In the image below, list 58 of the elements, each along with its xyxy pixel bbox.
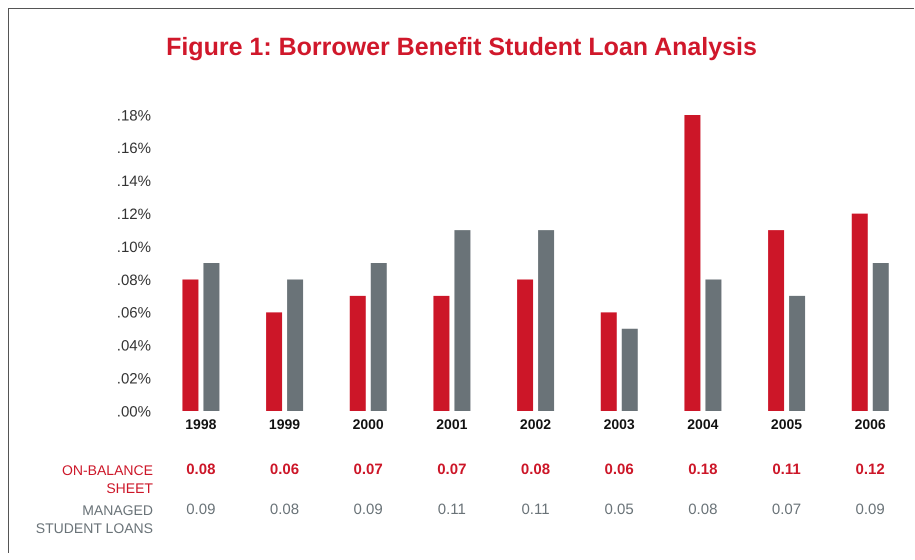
data-label: 0.11 <box>436 501 467 519</box>
y-tick-label: .06% <box>116 304 151 322</box>
bar <box>600 312 617 411</box>
data-label: 0.08 <box>268 501 300 519</box>
text: MANAGED STUDENT LOANS <box>34 501 153 537</box>
bar <box>350 296 366 411</box>
bar <box>872 263 889 411</box>
data-label: 0.08 <box>520 461 552 479</box>
x-tick-label: 2003 <box>604 416 635 432</box>
bar <box>538 230 554 411</box>
data-label: 0.06 <box>604 461 635 479</box>
bar <box>370 263 387 411</box>
bar <box>517 279 534 411</box>
x-tick-label: 2001 <box>436 416 468 432</box>
bar <box>266 312 282 411</box>
bar <box>433 296 450 411</box>
y-tick-label: .04% <box>116 338 151 355</box>
x-tick-label: 2004 <box>687 416 719 432</box>
data-label: 0.08 <box>185 461 216 479</box>
data-label: 0.05 <box>604 501 635 519</box>
bar <box>768 230 784 411</box>
x-tick-label: 2005 <box>770 416 802 432</box>
text: ON-BALANCE SHEET <box>60 461 153 497</box>
data-label: 0.08 <box>687 501 718 519</box>
data-label: 0.09 <box>352 501 384 519</box>
bar <box>705 279 722 411</box>
bar <box>182 279 198 411</box>
bar <box>852 214 868 411</box>
bar <box>622 328 638 411</box>
y-tick-label: .18% <box>116 107 151 124</box>
x-tick-label: 2006 <box>854 416 886 432</box>
data-label: 0.09 <box>854 501 886 519</box>
x-tick-label: 2000 <box>352 416 384 432</box>
data-label: 0.07 <box>436 461 468 479</box>
data-label: 0.09 <box>185 501 216 519</box>
data-label: 0.11 <box>771 461 802 479</box>
data-label: 0.06 <box>268 461 300 479</box>
data-label: 0.11 <box>520 501 551 519</box>
data-label: 0.18 <box>687 461 718 479</box>
bar <box>789 296 806 411</box>
bar <box>684 115 700 411</box>
y-tick-label: .00% <box>116 403 151 420</box>
y-tick-label: .08% <box>116 272 151 289</box>
bar <box>203 263 220 411</box>
x-tick-label: 1999 <box>268 416 300 432</box>
data-label: 0.07 <box>352 461 384 479</box>
y-tick-label: .10% <box>116 238 151 256</box>
bar <box>287 279 304 411</box>
y-tick-label: .02% <box>116 370 151 388</box>
y-tick-label: .16% <box>116 140 151 158</box>
data-label: 0.12 <box>854 461 886 479</box>
chart-title: Figure 1: Borrower Benefit Student Loan Analysis <box>165 33 758 62</box>
y-tick-label: .12% <box>116 206 151 223</box>
y-tick-label: .14% <box>116 173 151 190</box>
x-tick-label: 1998 <box>185 416 217 432</box>
data-label: 0.07 <box>770 501 802 519</box>
x-tick-label: 2002 <box>520 416 552 432</box>
bar <box>454 230 470 411</box>
